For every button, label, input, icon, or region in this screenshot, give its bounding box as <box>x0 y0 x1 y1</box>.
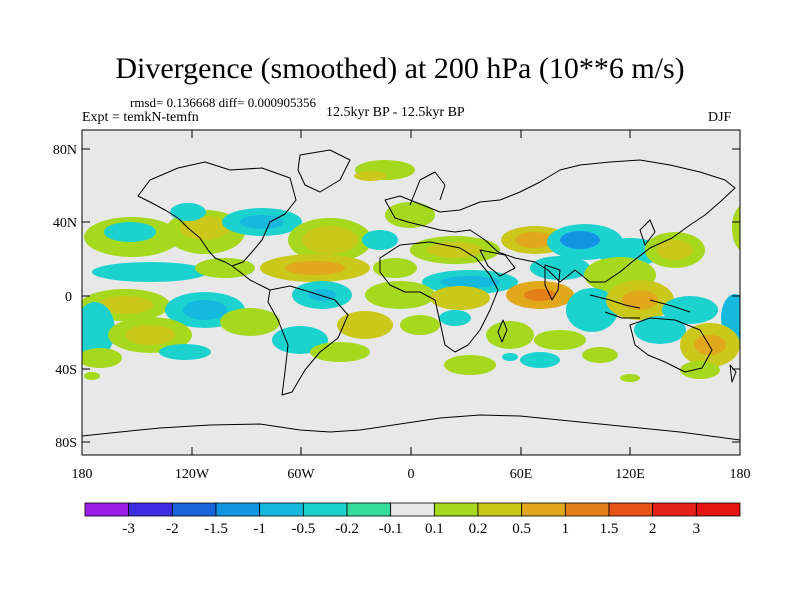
colorbar-label: -0.5 <box>291 521 315 537</box>
period-label: 12.5kyr BP - 12.5kyr BP <box>326 105 465 120</box>
colorbar-box <box>564 502 610 517</box>
lon-tick-label: 0 <box>408 467 415 482</box>
colorbar-label: 0.1 <box>425 521 444 537</box>
colorbar <box>84 502 741 517</box>
colorbar-label: -1 <box>253 521 266 537</box>
colorbar-box <box>695 502 741 517</box>
lon-tick-label: 120E <box>615 467 645 482</box>
colorbar-box <box>302 502 348 517</box>
plot-title: Divergence (smoothed) at 200 hPa (10**6 … <box>115 52 685 85</box>
lon-tick-label: 60E <box>510 467 533 482</box>
colorbar-label: 1 <box>562 521 570 537</box>
colorbar-labels: -3 -2 -1.5 -1 -0.5 -0.2 -0.1 0.1 0.2 0.5 1 1.5 2 3 <box>122 521 700 537</box>
colorbar-box <box>390 502 435 517</box>
colorbar-box <box>215 502 261 517</box>
colorbar-label: 1.5 <box>600 521 619 537</box>
colorbar-label: -0.2 <box>335 521 359 537</box>
colorbar-label: 0.2 <box>469 521 488 537</box>
colorbar-label: 2 <box>649 521 657 537</box>
colorbar-box <box>477 502 523 517</box>
lat-tick-label: 0 <box>65 290 72 305</box>
colorbar-label: -0.1 <box>379 521 403 537</box>
season-label: DJF <box>708 110 732 125</box>
colorbar-box <box>608 502 654 517</box>
stats-label: rmsd= 0.136668 diff= 0.000905356 <box>130 95 316 110</box>
colorbar-box <box>171 502 217 517</box>
colorbar-label: -1.5 <box>204 521 228 537</box>
lat-tick-label: 80N <box>53 143 77 158</box>
colorbar-box <box>84 502 130 517</box>
lon-tick-label: 180 <box>730 467 751 482</box>
axis-ticks <box>81 130 741 455</box>
colorbar-box <box>652 502 697 517</box>
lat-tick-label: 40N <box>53 216 77 231</box>
colorbar-label: 0.5 <box>512 521 531 537</box>
lon-tick-label: 120W <box>175 467 210 482</box>
lon-tick-label: 60W <box>287 467 315 482</box>
colorbar-box <box>128 502 173 517</box>
colorbar-box <box>521 502 566 517</box>
lat-tick-label: 40S <box>55 363 77 378</box>
lon-tick-label: 180 <box>72 467 93 482</box>
colorbar-label: -3 <box>122 521 135 537</box>
colorbar-box <box>346 502 392 517</box>
coastlines <box>82 149 740 441</box>
lat-tick-label: 80S <box>55 436 77 451</box>
colorbar-label: -2 <box>166 521 179 537</box>
colorbar-label: 3 <box>693 521 701 537</box>
experiment-label: Expt = temkN-temfn <box>82 110 199 125</box>
colorbar-box <box>433 502 479 517</box>
colorbar-box <box>259 502 304 517</box>
